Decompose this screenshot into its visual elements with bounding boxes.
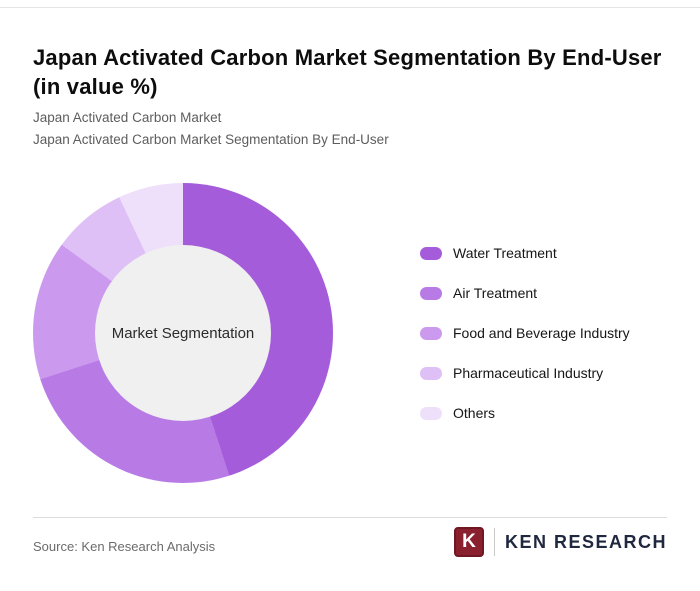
legend-swatch-icon bbox=[420, 406, 442, 420]
legend-swatch-icon bbox=[420, 286, 442, 300]
ken-research-logo-mark-icon: K bbox=[453, 527, 484, 557]
legend-swatch-icon bbox=[420, 366, 442, 380]
page-title: Japan Activated Carbon Market Segmentati… bbox=[33, 44, 662, 99]
legend: Water Treatment Air Treatment Food and Bev… bbox=[420, 245, 630, 445]
top-divider bbox=[0, 7, 700, 8]
subtitle-line-2: Japan Activated Carbon Market Segmentati… bbox=[33, 132, 389, 147]
ken-research-logo: K KEN RESEARCH bbox=[453, 527, 667, 557]
donut-center-label: Market Segmentation bbox=[95, 245, 271, 421]
legend-item: Pharmaceutical Industry bbox=[420, 365, 630, 381]
legend-swatch-icon bbox=[420, 326, 442, 340]
legend-item: Others bbox=[420, 405, 630, 421]
legend-item: Food and Beverage Industry bbox=[420, 325, 630, 341]
ken-research-logo-text: KEN RESEARCH bbox=[504, 531, 667, 552]
legend-label: Food and Beverage Industry bbox=[453, 325, 630, 341]
legend-label: Water Treatment bbox=[453, 245, 557, 261]
legend-item: Air Treatment bbox=[420, 285, 630, 301]
footer-divider bbox=[33, 517, 667, 518]
legend-label: Others bbox=[453, 405, 496, 421]
subtitle-line-1: Japan Activated Carbon Market bbox=[33, 110, 222, 125]
legend-label: Air Treatment bbox=[453, 285, 538, 301]
legend-swatch-icon bbox=[420, 246, 442, 260]
donut-chart: Market Segmentation bbox=[33, 183, 333, 483]
legend-label: Pharmaceutical Industry bbox=[453, 365, 604, 381]
source-text: Source: Ken Research Analysis bbox=[33, 539, 216, 554]
legend-item: Water Treatment bbox=[420, 245, 630, 261]
logo-divider bbox=[493, 528, 495, 556]
